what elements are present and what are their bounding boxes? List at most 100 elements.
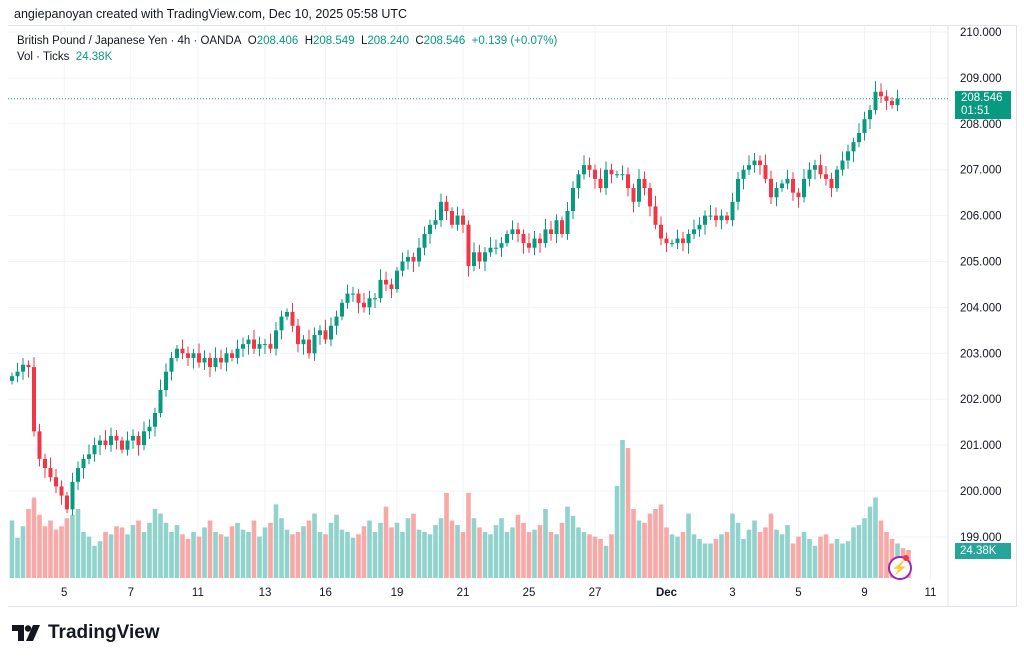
candle-body [109,435,113,446]
candle-body [15,371,20,377]
volume-bar [141,532,147,578]
volume-bar [587,534,592,578]
candle-body [879,91,883,97]
volume-bar [867,506,873,578]
volume-bar [757,532,763,578]
volume-bar [92,545,97,578]
candle-body [367,298,372,308]
volume-bar [653,509,658,578]
volume-bar [664,527,669,578]
volume-bar [257,536,262,578]
candle-body [868,110,872,120]
volume-label[interactable]: Vol · Ticks [17,51,70,63]
volume-bar [708,543,713,578]
volume-bar [235,522,240,578]
candle-body [543,229,548,244]
date-tick-label: 19 [391,587,404,599]
candle-body [345,293,350,303]
candle-body [791,178,795,193]
candle-body [54,477,58,487]
volume-bar [515,514,521,578]
volume-bar [554,534,559,578]
volume-bar [312,513,317,578]
candle-body [120,440,124,450]
volume-bar [290,534,295,578]
volume-bar [86,536,92,578]
price-tick-label: 208.000 [960,119,1002,131]
candle-body [230,353,234,358]
candle-body [895,98,900,106]
volume-bar [669,534,675,578]
candle-body [703,215,707,225]
price-tick-label: 207.000 [960,165,1002,177]
volume-bar [735,522,741,578]
date-tick-label: 25 [523,587,536,599]
volume-bar [383,506,389,578]
candle-body [59,486,64,496]
candle-body [186,353,190,358]
volume-bar [268,522,273,578]
candle-body [708,215,713,217]
volume-bar [559,522,565,578]
candle-body [21,364,25,372]
price-tick-label: 206.000 [960,211,1002,223]
volume-bar [862,518,867,578]
price-tick-label: 201.000 [960,440,1002,452]
volume-bar [878,520,884,578]
candle-body [780,183,784,189]
candle-body [444,201,449,212]
volume-bar [306,520,312,578]
candle-body [147,426,152,432]
volume-bar [405,518,411,578]
candle-body [125,440,130,450]
volume-bar [851,527,856,578]
volume-bar [565,506,570,578]
candle-body [835,169,839,189]
volume-bar [9,520,15,578]
volume-bar [482,532,488,578]
candle-body [719,215,724,221]
volume-bar [75,509,81,578]
volume-bar [273,504,279,578]
candle-body [840,160,845,170]
candle-body [246,339,251,345]
volume-bar [631,509,636,578]
volume-bar [53,529,59,578]
candle-body [312,334,317,354]
symbol-title[interactable]: British Pound / Japanese Yen · 4h · OAND… [17,35,242,47]
volume-bar [752,520,757,578]
volume-bar [174,525,180,578]
candle-body [604,169,608,189]
candle-body [142,431,146,446]
low-value: 208.240 [367,35,409,47]
candle-body [98,440,102,446]
volume-bar [367,520,372,578]
price-tick-label: 209.000 [960,73,1002,85]
volume-bar [713,538,719,578]
candle-body [890,100,894,106]
candle-body [626,174,630,189]
candle-body [10,376,14,381]
volume-bar [224,536,229,578]
tradingview-logo[interactable]: TradingView [12,622,160,644]
volume-bar [37,514,42,578]
candle-body [340,302,344,317]
candle-body [659,224,663,239]
bar-countdown: 01:51 [961,105,990,117]
volume-bar [213,532,218,578]
candle-body [631,188,636,202]
candle-body [252,339,256,349]
volume-bar [218,534,224,578]
price-tick-label: 205.000 [960,257,1002,269]
candle-body [527,243,531,248]
volume-bar [779,534,785,578]
candle-body [274,330,278,349]
candle-body [103,440,108,446]
volume-bar [31,497,37,578]
price-tick-label: 210.000 [960,27,1002,39]
date-tick-label: 5 [61,587,67,599]
volume-bar [323,534,328,578]
volume-bar [686,513,691,578]
candle-body [664,238,669,244]
